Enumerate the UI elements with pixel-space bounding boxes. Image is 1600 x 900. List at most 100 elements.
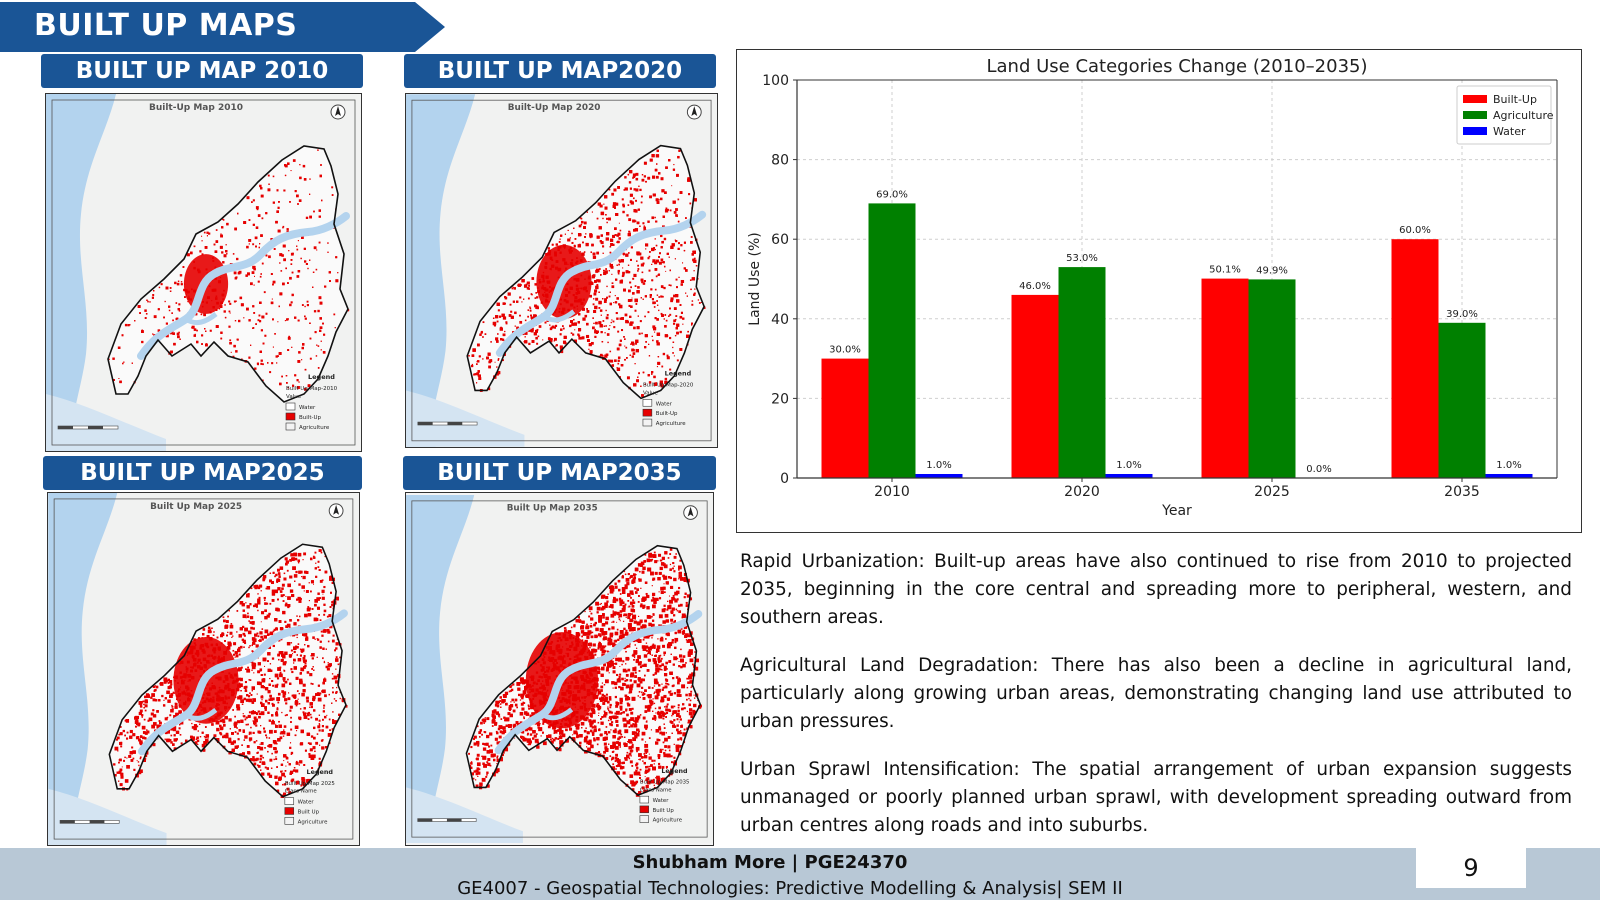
sea-area bbox=[46, 94, 116, 451]
paragraph-urban-sprawl: Urban Sprawl Intensification: The spatia… bbox=[740, 759, 1572, 836]
bar-value-label: 46.0% bbox=[1019, 281, 1051, 292]
bar-agriculture-2025 bbox=[1248, 279, 1296, 478]
legend-item-label: Water bbox=[298, 800, 315, 806]
x-axis-label: Year bbox=[1161, 503, 1192, 519]
legend-subtitle: Built Up Map-2020 bbox=[643, 383, 694, 389]
map-label-2020: BUILT UP MAP2020 bbox=[404, 54, 716, 88]
footer-course: GE4007 - Geospatial Technologies: Predic… bbox=[457, 878, 1123, 899]
map-2035: Built Up Map 2035 Legend Built Up Map 2035… bbox=[405, 492, 714, 846]
scale-bar bbox=[417, 818, 477, 822]
land-use-chart: Land Use Categories Change (2010–2035) 0 2… bbox=[736, 49, 1582, 533]
map-label-2035: BUILT UP MAP2035 bbox=[403, 456, 716, 490]
scale-bar bbox=[57, 425, 119, 430]
legend-item-label: Water bbox=[299, 405, 316, 411]
north-arrow-needle bbox=[687, 506, 694, 517]
legend-title: Legend bbox=[661, 768, 687, 775]
river bbox=[137, 609, 348, 756]
legend-swatch bbox=[284, 817, 295, 825]
y-tick-label: 80 bbox=[771, 153, 789, 169]
x-tick-label: 2010 bbox=[874, 484, 910, 500]
bar-agriculture-2035 bbox=[1438, 322, 1486, 478]
legend-title: Legend bbox=[308, 373, 335, 381]
legend-item-label: Water bbox=[653, 798, 670, 804]
scale-bar bbox=[417, 421, 478, 426]
river-branch bbox=[184, 707, 218, 721]
north-arrow-needle bbox=[333, 504, 340, 515]
river bbox=[494, 610, 703, 755]
legend-label-agriculture: Agriculture bbox=[1493, 109, 1554, 122]
bar-value-label: 30.0% bbox=[829, 345, 861, 356]
bar-built-up-2025 bbox=[1201, 278, 1249, 478]
sea-area bbox=[406, 94, 476, 447]
legend-subtitle: Built Up Map-2010 bbox=[286, 386, 338, 392]
coastal-water bbox=[406, 390, 525, 447]
chart-title: Land Use Categories Change (2010–2035) bbox=[986, 56, 1367, 77]
legend-title: Legend bbox=[665, 370, 692, 378]
legend-swatch bbox=[285, 402, 296, 411]
legend-item-label: Agriculture bbox=[656, 421, 686, 427]
map-label-2025: BUILT UP MAP2025 bbox=[43, 456, 362, 490]
legend-key: Value bbox=[286, 394, 302, 400]
river-branch bbox=[542, 309, 576, 323]
region-boundary bbox=[108, 543, 347, 798]
legend-label-water: Water bbox=[1493, 125, 1526, 138]
map-neatline bbox=[51, 99, 356, 446]
legend-swatch bbox=[642, 399, 653, 407]
bar-built-up-2010 bbox=[821, 358, 869, 478]
legend-swatch-built-up bbox=[1463, 95, 1487, 103]
coastal-water bbox=[48, 788, 167, 845]
legend-subtitle: Built Up Map 2025 bbox=[285, 781, 335, 787]
legend-title: Legend bbox=[307, 768, 334, 776]
north-arrow-needle bbox=[691, 106, 698, 116]
x-tick-label: 2025 bbox=[1254, 484, 1290, 500]
slide-title: BUILT UP MAPS bbox=[34, 8, 298, 43]
legend-item-label: Built Up bbox=[298, 809, 320, 815]
map-neatline bbox=[411, 500, 708, 838]
land-use-chart-svg: Land Use Categories Change (2010–2035) 0 2… bbox=[747, 56, 1558, 519]
bar-value-label: 39.0% bbox=[1446, 309, 1478, 320]
y-axis-label: Land Use (%) bbox=[747, 232, 763, 325]
bar-built-up-2035 bbox=[1391, 239, 1439, 478]
legend-swatch bbox=[284, 807, 295, 815]
river bbox=[137, 212, 350, 360]
coastal-water bbox=[406, 787, 523, 843]
map-legend: Legend Built Up Map-2010 Value Water Built-U… bbox=[285, 373, 338, 431]
region-boundary bbox=[466, 144, 706, 400]
bar-water-2010 bbox=[915, 474, 963, 478]
y-tick-label: 0 bbox=[780, 471, 789, 487]
map-legend: Legend Built Up Map 2025 Class Name Water Bu… bbox=[284, 768, 335, 825]
map-neatline bbox=[53, 498, 354, 840]
river bbox=[495, 210, 707, 357]
map-2010: Built-Up Map 2010 Legend Built Up Map-2010… bbox=[45, 93, 362, 452]
map-inner-title: Built-Up Map 2020 bbox=[508, 103, 601, 113]
map-label-2010: BUILT UP MAP 2010 bbox=[41, 54, 363, 88]
legend-item-label: Built Up bbox=[653, 808, 675, 814]
page-number: 9 bbox=[1416, 848, 1526, 888]
region-boundary bbox=[107, 145, 349, 403]
legend-item-label: Agriculture bbox=[298, 819, 328, 825]
bar-water-2020 bbox=[1105, 474, 1153, 478]
bar-value-label: 50.1% bbox=[1209, 265, 1241, 276]
legend-subtitle: Built Up Map 2035 bbox=[640, 780, 690, 786]
bar-agriculture-2010 bbox=[868, 203, 916, 478]
map-2020: Built-Up Map 2020 Legend Built Up Map-2020… bbox=[405, 93, 718, 448]
y-tick-label: 40 bbox=[771, 312, 789, 328]
bar-value-label: 69.0% bbox=[876, 189, 908, 200]
legend-swatch bbox=[642, 418, 653, 427]
legend-swatch bbox=[642, 408, 653, 417]
x-tick-label: 2035 bbox=[1444, 484, 1480, 500]
legend-swatch-water bbox=[1463, 127, 1487, 135]
river-branch bbox=[541, 707, 574, 721]
map-2010-image: Built-Up Map 2010 Legend Built Up Map-2010… bbox=[46, 94, 361, 451]
map-inner-title: Built Up Map 2035 bbox=[507, 504, 598, 514]
map-inner-title: Built-Up Map 2010 bbox=[149, 103, 243, 113]
footer-author: Shubham More | PGE24370 bbox=[632, 852, 908, 873]
paragraph-rapid-urbanization: Rapid Urbanization: Built-up areas have … bbox=[740, 551, 1572, 628]
legend-key: Class Name bbox=[285, 789, 318, 795]
map-2020-image: Built-Up Map 2020 Legend Built Up Map-2020… bbox=[406, 94, 717, 447]
legend-swatch bbox=[284, 797, 295, 805]
legend-item-label: Agriculture bbox=[653, 818, 683, 824]
river-branch bbox=[184, 312, 218, 326]
